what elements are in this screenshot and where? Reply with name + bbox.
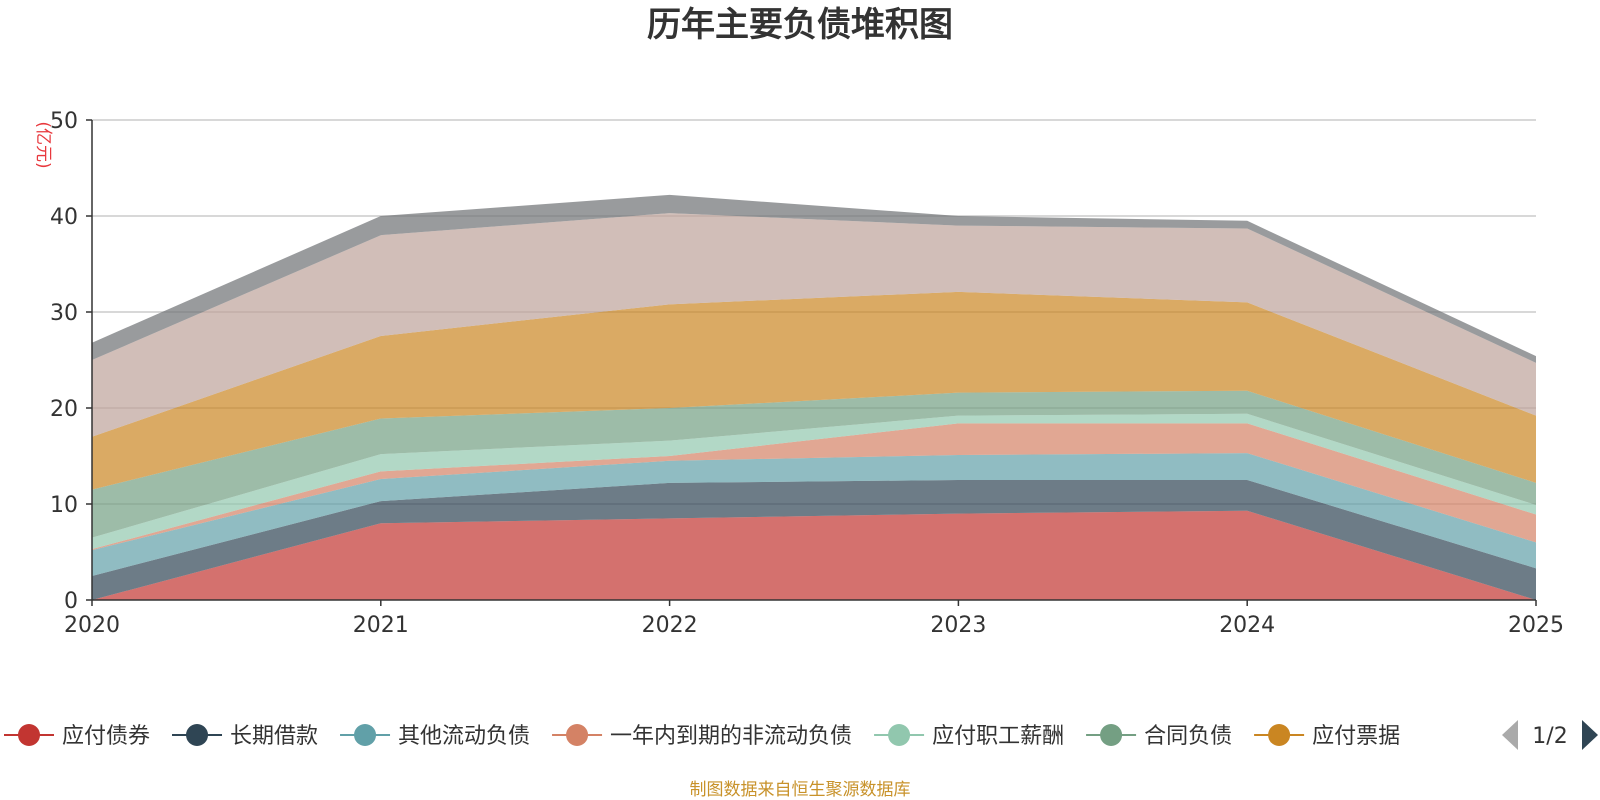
legend: 应付债券 长期借款 其他流动负债 一年内到期的非流动负债 应付职工薪酬 合同负债 应付票据 (4, 724, 1400, 749)
legend-marker (1268, 724, 1291, 746)
y-tick-label: 40 (50, 205, 78, 230)
x-tick-label: 2021 (353, 613, 409, 638)
area-应付账款 (92, 213, 1536, 437)
y-tick-label: 20 (50, 397, 78, 422)
area-长期借款 (92, 480, 1536, 600)
legend-label: 其他流动负债 (398, 724, 530, 749)
legend-item[interactable]: 长期借款 (172, 724, 318, 749)
legend-label: 应付债券 (62, 724, 150, 749)
chart-title: 历年主要负债堆积图 (647, 5, 953, 45)
legend-pager: 1/2 (1502, 720, 1598, 750)
legend-marker (186, 724, 209, 746)
y-axis-unit-label: (亿元) (33, 121, 53, 168)
legend-marker (354, 724, 377, 746)
y-tick-label: 50 (50, 109, 78, 134)
source-note: 制图数据来自恒生聚源数据库 (690, 780, 911, 800)
legend-item[interactable]: 其他流动负债 (340, 724, 530, 749)
area-其他流动负债 (92, 453, 1536, 576)
x-tick-label: 2024 (1219, 613, 1275, 638)
legend-label: 合同负债 (1144, 724, 1232, 749)
legend-next-arrow-icon[interactable] (1582, 720, 1598, 750)
legend-marker (18, 724, 40, 746)
area-series (92, 194, 1536, 600)
legend-marker (566, 724, 589, 746)
legend-marker (1100, 724, 1123, 746)
area-应付票据 (92, 291, 1536, 490)
legend-label: 长期借款 (230, 724, 318, 749)
area-一年内到期的非流动负债 (92, 423, 1536, 551)
legend-item[interactable]: 应付票据 (1254, 724, 1400, 749)
x-tick-label: 2025 (1508, 613, 1564, 638)
legend-item[interactable]: 应付债券 (4, 724, 150, 749)
legend-label: 应付票据 (1312, 724, 1400, 749)
legend-prev-arrow-icon[interactable] (1502, 720, 1518, 750)
x-tick-label: 2023 (930, 613, 986, 638)
axes: 0 10 20 30 40 50 2020 2021 2022 2023 2024 2025 (50, 109, 1564, 638)
legend-page-indicator: 1/2 (1532, 724, 1567, 749)
y-tick-label: 0 (64, 589, 78, 614)
x-tick-label: 2020 (64, 613, 120, 638)
legend-item[interactable]: 一年内到期的非流动负债 (552, 724, 852, 749)
legend-item[interactable]: 合同负债 (1086, 724, 1232, 749)
y-tick-label: 10 (50, 493, 78, 518)
legend-marker (888, 724, 911, 746)
x-tick-label: 2022 (642, 613, 698, 638)
area-合同负债 (92, 390, 1536, 538)
y-tick-label: 30 (50, 301, 78, 326)
legend-item[interactable]: 应付职工薪酬 (874, 724, 1064, 749)
legend-label: 一年内到期的非流动负债 (610, 724, 852, 749)
area-应付债券 (92, 510, 1536, 600)
legend-label: 应付职工薪酬 (932, 724, 1064, 749)
